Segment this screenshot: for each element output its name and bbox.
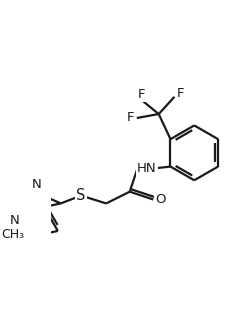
Text: HN: HN	[137, 162, 157, 175]
Text: CH₃: CH₃	[1, 228, 25, 241]
Text: F: F	[177, 87, 185, 100]
Text: O: O	[155, 193, 166, 206]
Text: S: S	[76, 188, 86, 203]
Text: N: N	[32, 178, 42, 191]
Text: F: F	[127, 111, 134, 124]
Text: N: N	[10, 214, 20, 227]
Text: F: F	[138, 88, 145, 101]
